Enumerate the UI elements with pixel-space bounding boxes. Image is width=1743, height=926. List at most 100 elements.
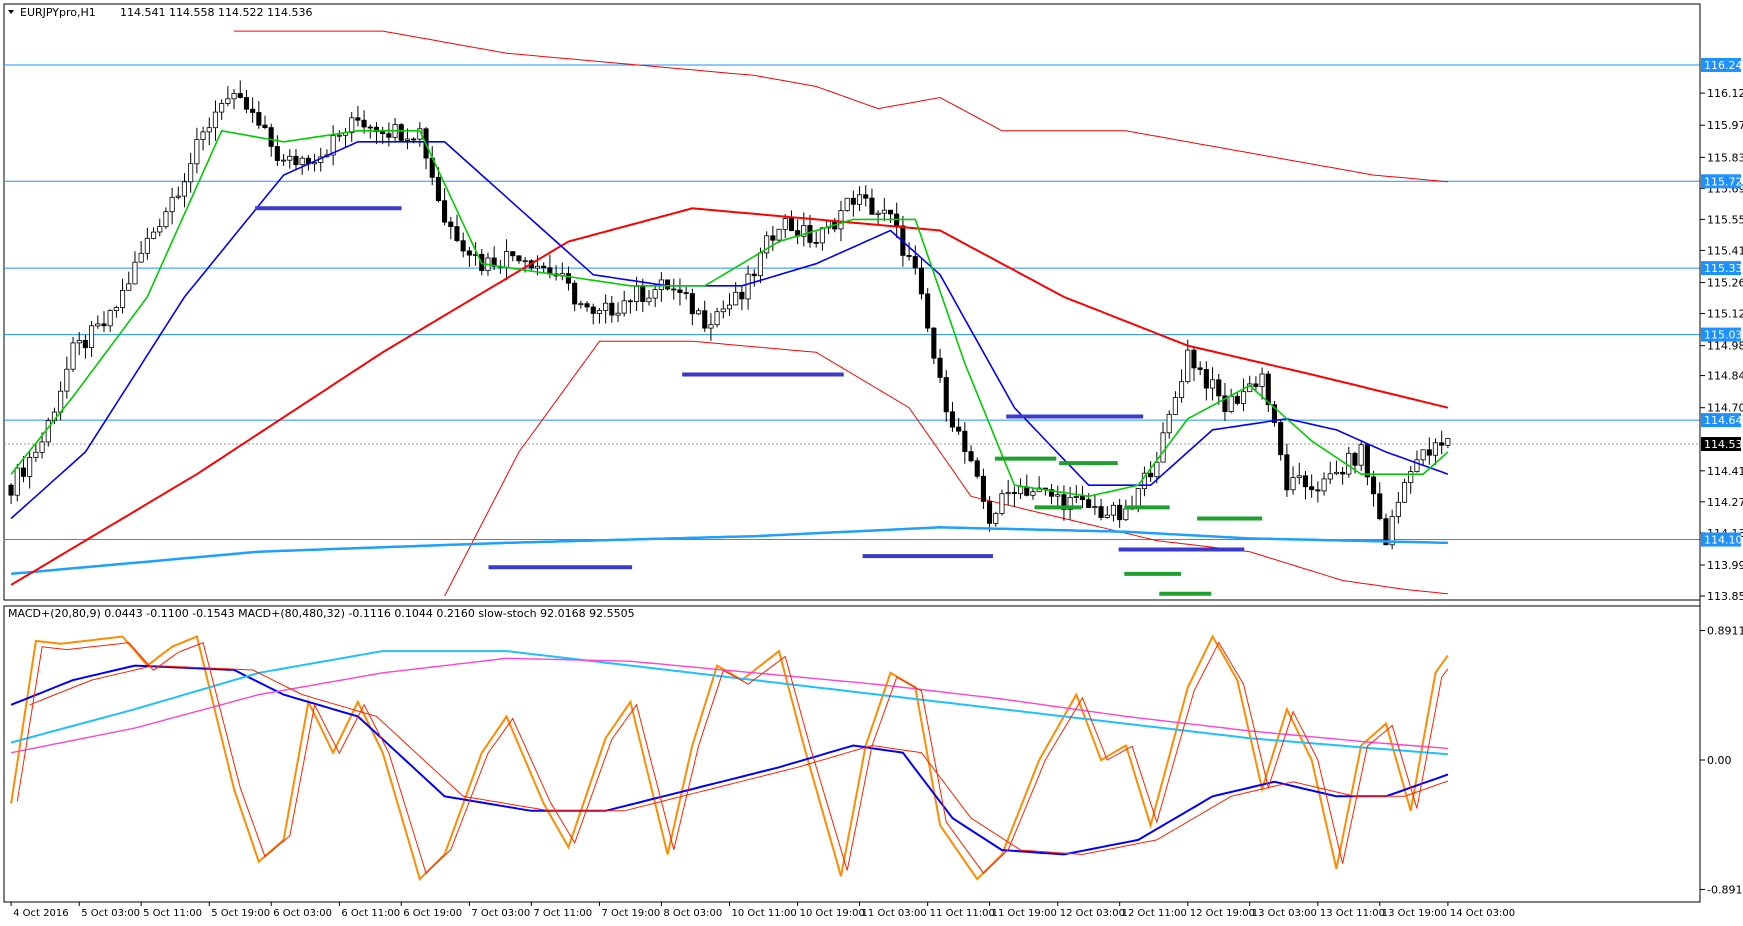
candle-body (906, 254, 912, 257)
candle-body (1148, 472, 1154, 478)
candle-body (466, 250, 472, 256)
dropdown-arrow-icon[interactable] (8, 10, 14, 14)
candle-body (163, 211, 169, 228)
candle-body (454, 226, 460, 242)
candle-body (1110, 504, 1117, 516)
candle-body (813, 241, 819, 244)
candle-body (1073, 496, 1079, 498)
time-tick-label: 11 Oct 11:00 (930, 908, 995, 919)
indicator-series-line (10, 634, 1449, 882)
time-tick-label: 5 Oct 19:00 (211, 908, 270, 919)
candle-body (764, 235, 770, 254)
candle-body (931, 327, 937, 359)
candle-body (1315, 489, 1321, 492)
candle-body (590, 306, 596, 314)
candle-body (503, 251, 510, 268)
candle-body (1358, 444, 1364, 466)
candle-body (1327, 473, 1333, 480)
time-tick-label: 10 Oct 19:00 (800, 908, 865, 919)
candle-body (1154, 461, 1160, 478)
candle-body (1395, 501, 1401, 517)
candle-body (188, 163, 194, 183)
candle-body (875, 212, 881, 215)
candle-body (212, 111, 219, 129)
candle-body (132, 261, 138, 285)
candle-body (1296, 475, 1302, 478)
candle-body (869, 197, 875, 215)
candle-body (1061, 494, 1067, 510)
candle-body (1309, 486, 1315, 491)
candle-body (646, 297, 652, 303)
candle-body (194, 139, 200, 165)
envelope-lower-line (444, 340, 1448, 597)
candle-body (373, 126, 379, 133)
price-tick-label: 114.845 (1707, 370, 1743, 383)
candle-body (1302, 475, 1309, 488)
price-label: 114.536 (1704, 438, 1743, 451)
price-tick-label: 115.830 (1707, 151, 1743, 164)
candle-body (1265, 373, 1271, 406)
price-layer (4, 30, 1700, 597)
candle-body (274, 146, 280, 161)
candle-body (541, 265, 547, 269)
candle-body (27, 457, 33, 477)
candle-body (850, 197, 856, 205)
axis-layer: 116.120115.975115.830115.690115.550115.4… (10, 4, 1743, 919)
time-tick-label: 14 Oct 03:00 (1450, 908, 1515, 919)
candle-body (1402, 482, 1408, 503)
candle-body (1098, 506, 1104, 518)
candle-body (857, 194, 863, 205)
candle-body (1377, 493, 1383, 520)
candle-body (1185, 349, 1191, 383)
candle-body (219, 103, 225, 113)
candle-body (912, 256, 918, 269)
candle-body (665, 279, 671, 290)
candle-body (144, 237, 150, 254)
time-tick-label: 11 Oct 03:00 (862, 908, 927, 919)
candle-body (1290, 477, 1296, 491)
ma-slow-line (10, 207, 1449, 586)
candle-body (175, 195, 181, 198)
candle-body (120, 289, 126, 308)
candle-body (615, 312, 621, 316)
candle-body (881, 209, 887, 214)
candle-body (1216, 379, 1222, 397)
candle-body (1445, 438, 1451, 446)
candle-body (1333, 471, 1340, 475)
time-tick-label: 13 Oct 11:00 (1320, 908, 1385, 919)
candle-body (1160, 432, 1166, 463)
candle-body (987, 500, 993, 524)
candle-body (1439, 442, 1445, 446)
envelope-upper-line (234, 30, 1448, 183)
candle-body (441, 200, 448, 223)
indicator-label: MACD+(20,80,9) 0.0443 -0.1100 -0.1543 MA… (8, 607, 635, 620)
candle-body (404, 138, 410, 141)
price-tick-label: 114.700 (1707, 402, 1743, 415)
candle-body (361, 119, 367, 128)
candle-body (243, 97, 250, 110)
candle-body (1383, 518, 1389, 546)
time-tick-label: 13 Oct 03:00 (1252, 908, 1317, 919)
candle-body (126, 283, 132, 291)
ohlc-readout: 114.541 114.558 114.522 114.536 (120, 6, 312, 19)
indicator-pane[interactable] (3, 605, 1701, 903)
candle-body (206, 127, 212, 133)
price-tick-label: 113.990 (1707, 559, 1743, 572)
candle-body (268, 127, 274, 147)
candle-body (714, 311, 720, 326)
price-label: 116.247 (1704, 59, 1743, 72)
candle-body (1092, 506, 1098, 509)
candle-body (1278, 422, 1284, 456)
candle-body (76, 339, 82, 344)
candle-body (596, 309, 602, 314)
candle-body (1414, 459, 1420, 472)
price-tick-label: 115.975 (1707, 119, 1743, 132)
candle-body (1271, 404, 1278, 423)
price-pane[interactable] (3, 3, 1701, 601)
indicator-layer (10, 634, 1449, 882)
candle-body (1364, 444, 1370, 478)
candle-body (299, 157, 305, 165)
candle-body (1352, 452, 1358, 466)
candle-body (113, 307, 119, 311)
